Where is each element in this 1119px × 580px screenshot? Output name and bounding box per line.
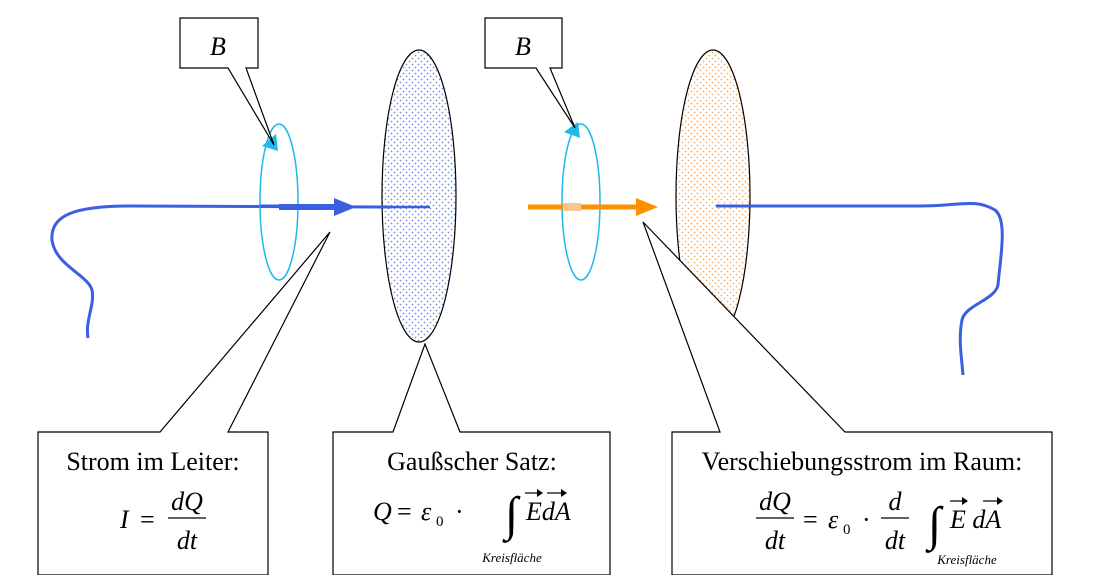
svg-text:0: 0 bbox=[436, 514, 444, 530]
svg-text:=: = bbox=[397, 497, 412, 526]
callout-gauss-title: Gaußscher Satz: bbox=[387, 447, 557, 476]
svg-text:dQ: dQ bbox=[759, 487, 791, 516]
displacement-arrow-head-icon bbox=[636, 198, 658, 216]
current-arrow-head-icon bbox=[334, 198, 356, 216]
svg-text:dt: dt bbox=[177, 526, 198, 555]
svg-text:ε: ε bbox=[828, 505, 839, 534]
svg-text:E dA: E dA bbox=[949, 505, 1001, 534]
left-wire bbox=[50, 204, 393, 339]
b-label-right: B bbox=[515, 32, 531, 61]
svg-text:ε: ε bbox=[421, 497, 432, 526]
svg-text:Q: Q bbox=[373, 497, 392, 526]
gauss-integral-icon: ∫ bbox=[502, 488, 521, 543]
b-label-right-box bbox=[484, 17, 576, 129]
svg-text:dt: dt bbox=[765, 526, 786, 555]
svg-text:0: 0 bbox=[843, 522, 851, 538]
left-capacitor-plate bbox=[381, 49, 457, 343]
callout-conductor-title: Strom im Leiter: bbox=[66, 447, 239, 476]
b-label-left: B bbox=[210, 32, 226, 61]
displacement-integral-icon: ∫ bbox=[925, 498, 944, 553]
svg-text:=: = bbox=[803, 505, 818, 534]
left-field-loop bbox=[259, 123, 299, 281]
left-field-loop-arrow-icon bbox=[262, 134, 278, 151]
right-field-loop-arrow-icon bbox=[564, 122, 580, 138]
svg-text:dQ: dQ bbox=[171, 487, 203, 516]
right-field-loop bbox=[561, 123, 601, 281]
svg-text:·: · bbox=[862, 505, 871, 534]
svg-text:·: · bbox=[455, 497, 464, 526]
callout-conductor-box bbox=[37, 231, 331, 576]
right-wire bbox=[716, 201, 1004, 376]
svg-text:Kreisfläche: Kreisfläche bbox=[936, 552, 997, 567]
gauss-formula: Q = ε 0 · ∫ EdA Kreisfläche bbox=[373, 488, 571, 565]
callout-displacement-title: Verschiebungsstrom im Raum: bbox=[702, 447, 1023, 476]
svg-text:=: = bbox=[140, 505, 155, 534]
svg-text:I: I bbox=[119, 505, 130, 534]
b-label-left-box bbox=[179, 17, 275, 146]
svg-text:Kreisfläche: Kreisfläche bbox=[481, 550, 542, 565]
svg-text:EdA: EdA bbox=[525, 497, 571, 526]
conductor-formula: I = dQ dt bbox=[119, 487, 206, 555]
svg-text:dt: dt bbox=[885, 526, 906, 555]
svg-text:d: d bbox=[889, 487, 903, 516]
displacement-formula: dQ dt = ε 0 · d dt ∫ E dA Kreisfläche bbox=[756, 487, 1003, 567]
